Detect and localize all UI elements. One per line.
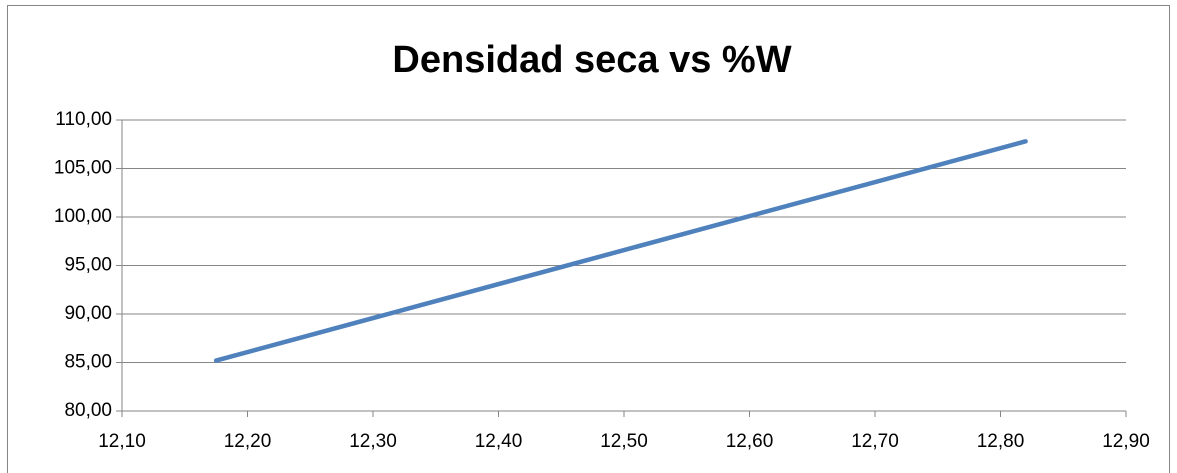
y-tick-label: 105,00 xyxy=(54,158,112,179)
x-tick-label: 12,90 xyxy=(1102,431,1150,452)
data-line xyxy=(213,139,1028,363)
x-tick-label: 12,80 xyxy=(977,431,1025,452)
y-tick-label: 85,00 xyxy=(64,352,112,373)
y-tick-label: 80,00 xyxy=(64,400,112,421)
x-tick-label: 12,60 xyxy=(726,431,774,452)
y-tick-label: 110,00 xyxy=(55,109,112,130)
y-tick-label: 95,00 xyxy=(64,255,112,276)
chart-frame xyxy=(7,5,1170,473)
x-tick-label: 12,20 xyxy=(224,431,272,452)
x-tick-label: 12,50 xyxy=(600,431,648,452)
y-tick-label: 100,00 xyxy=(54,206,112,227)
y-tick-label: 90,00 xyxy=(64,303,112,324)
x-tick-label: 12,70 xyxy=(851,431,899,452)
x-tick-label: 12,10 xyxy=(98,431,146,452)
x-tick-label: 12,30 xyxy=(349,431,397,452)
chart-title: Densidad seca vs %W xyxy=(392,39,791,81)
x-tick-label: 12,40 xyxy=(475,431,523,452)
